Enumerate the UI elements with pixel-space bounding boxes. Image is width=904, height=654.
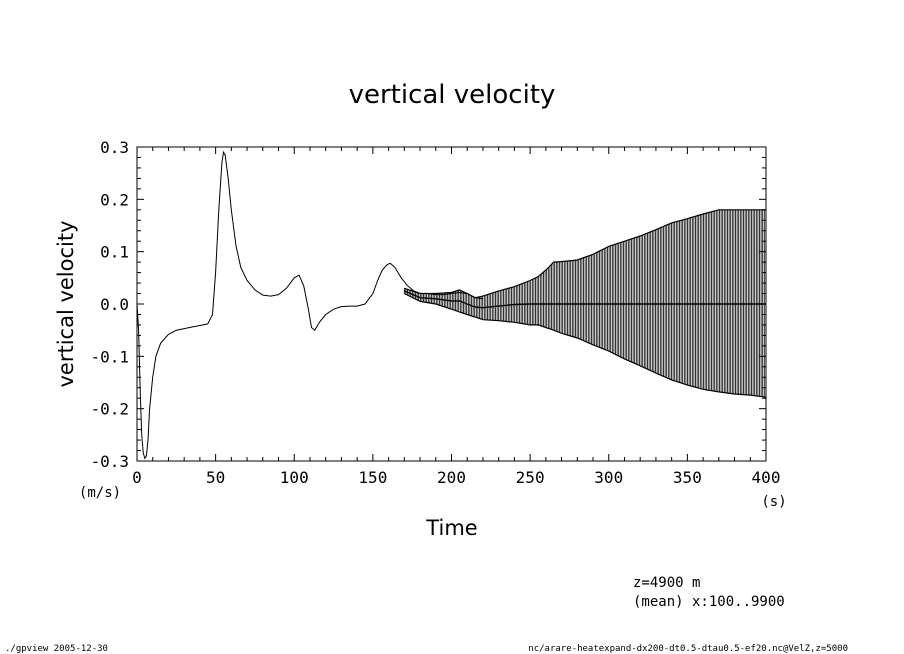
x-tick-label: 300 (594, 468, 623, 487)
x-tick-label: 100 (280, 468, 309, 487)
y-tick-label: 0.2 (100, 190, 129, 209)
chart-title: vertical velocity (349, 80, 556, 110)
footer-right: nc/arare-heatexpand-dx200-dt0.5-dtau0.5-… (528, 644, 848, 654)
x-tick-label: 50 (206, 468, 225, 487)
y-unit-label: (m/s) (79, 485, 121, 501)
band-lower-envelope (404, 292, 767, 398)
x-unit-label: (s) (761, 494, 786, 510)
x-tick-label: 150 (358, 468, 387, 487)
y-tick-label: -0.1 (90, 347, 129, 366)
x-tick-label: 250 (516, 468, 545, 487)
level-note: z=4900 m (633, 575, 700, 591)
y-tick-label: 0.0 (100, 295, 129, 314)
band-upper-envelope (404, 209, 766, 299)
tick-layer: 0 50 100 150 200 250 300 350 400 -0.3 -0.2 -0.1 0.0 0… (90, 138, 780, 487)
band-center-trace (404, 290, 766, 309)
x-tick-label: 400 (752, 468, 781, 487)
mean-note: (mean) x:100..9900 (633, 594, 785, 610)
x-tick-label: 0 (132, 468, 142, 487)
series-line (136, 150, 484, 460)
y-tick-label: -0.2 (90, 400, 129, 419)
x-tick-label: 350 (673, 468, 702, 487)
y-axis-label: vertical velocity (54, 220, 78, 387)
y-tick-label: 0.1 (100, 243, 129, 262)
y-tick-label: 0.3 (100, 138, 129, 157)
y-tick-label: -0.3 (90, 452, 129, 471)
x-axis-label: Time (425, 516, 477, 540)
series-line-layer (136, 150, 484, 460)
oscillation-band-layer (403, 209, 767, 398)
x-tick-label: 200 (437, 468, 466, 487)
footer-left: ./gpview 2005-12-30 (5, 644, 108, 654)
